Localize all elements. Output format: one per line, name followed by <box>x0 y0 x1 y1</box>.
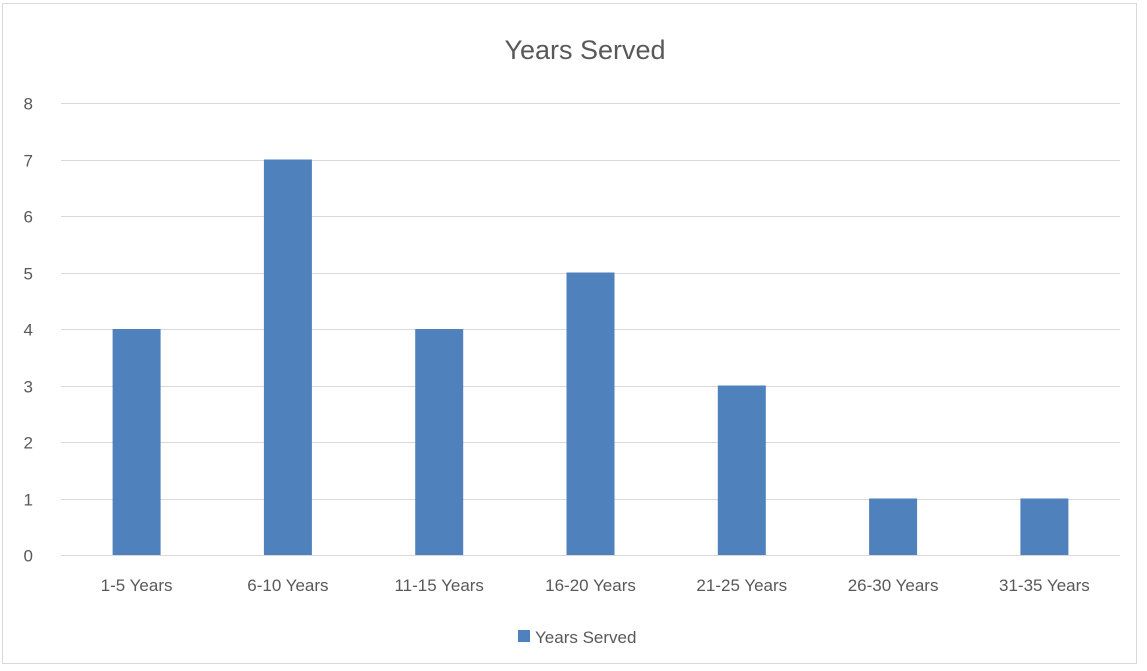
bar-26-30-years <box>869 498 918 555</box>
bar-1-5-years <box>112 329 161 555</box>
y-tick-label: 3 <box>24 378 33 397</box>
bar-16-20-years <box>566 272 615 555</box>
bar-6-10-years <box>263 159 312 555</box>
x-axis-tick-labels: 1-5 Years 6-10 Years 11-15 Years 16-20 Year… <box>101 576 1090 595</box>
y-tick-label: 6 <box>24 208 33 227</box>
y-tick-label: 1 <box>24 491 33 510</box>
x-tick-label: 21-25 Years <box>696 576 787 595</box>
x-tick-label: 11-15 Years <box>394 576 483 595</box>
bars <box>112 159 1069 555</box>
x-tick-label: 26-30 Years <box>848 576 939 595</box>
legend-label: Years Served <box>535 628 636 647</box>
y-tick-label: 2 <box>24 434 33 453</box>
chart-title: Years Served <box>504 35 665 65</box>
x-tick-label: 31-35 Years <box>999 576 1090 595</box>
legend-swatch <box>518 630 530 642</box>
bar-31-35-years <box>1020 498 1069 555</box>
y-axis-tick-labels: 0 1 2 3 4 5 6 7 8 <box>24 95 33 566</box>
y-tick-label: 5 <box>24 265 33 284</box>
y-tick-label: 8 <box>24 95 33 114</box>
x-tick-label: 1-5 Years <box>101 576 173 595</box>
bar-11-15-years <box>415 329 464 555</box>
y-tick-label: 4 <box>24 321 33 340</box>
x-tick-label: 16-20 Years <box>545 576 636 595</box>
bar-21-25-years <box>717 385 766 555</box>
x-tick-label: 6-10 Years <box>247 576 328 595</box>
y-tick-label: 7 <box>24 152 33 171</box>
legend: Years Served <box>518 628 636 647</box>
y-tick-label: 0 <box>24 547 33 566</box>
